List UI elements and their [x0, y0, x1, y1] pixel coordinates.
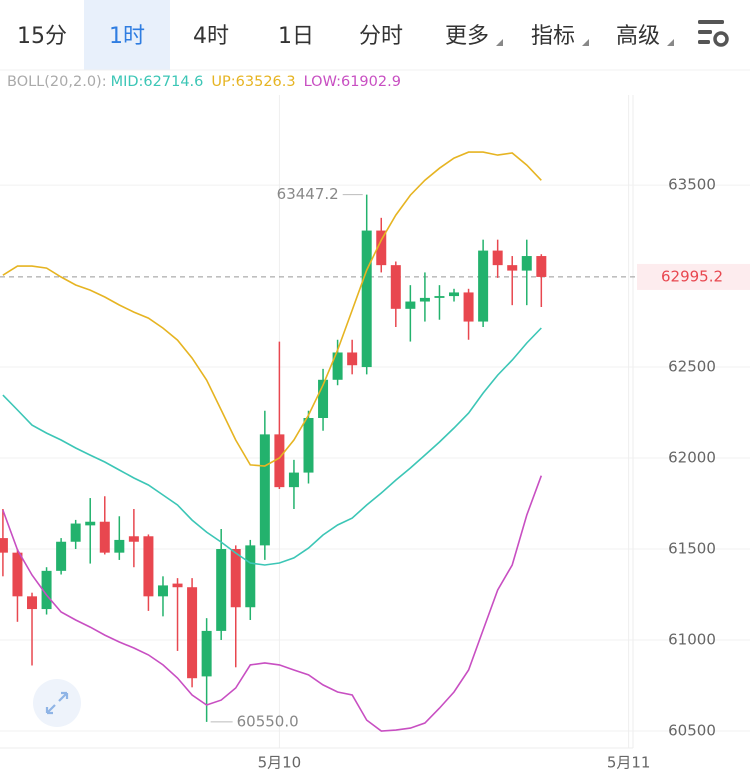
candle-body: [70, 523, 81, 542]
tab[interactable]: 更多: [445, 24, 503, 49]
icon-part: [713, 31, 729, 47]
expand-icon: [45, 691, 69, 715]
candle-body: [245, 545, 256, 608]
candle-body: [463, 292, 474, 322]
tab-bar: 15分 1时 4时 1日 分时 更多 指标 高级: [0, 0, 750, 71]
tab[interactable]: 1时: [84, 0, 170, 70]
tab[interactable]: 指标: [531, 24, 589, 49]
candle-body: [56, 541, 67, 571]
candle-body: [419, 297, 430, 302]
icon-part: [698, 20, 724, 24]
candle-body: [405, 301, 416, 309]
band-line: [2, 475, 543, 732]
x-tick-label: 5月10: [258, 754, 302, 772]
candle-body: [434, 296, 445, 298]
candle-body: [187, 587, 198, 679]
candle-body: [507, 265, 518, 271]
candle-body: [376, 230, 387, 266]
tab-label: 1日: [278, 24, 314, 49]
candle-body: [27, 596, 38, 610]
menu-triangle: [667, 39, 674, 46]
tab-label: 分时: [359, 24, 403, 49]
candle-body: [85, 521, 96, 526]
candle-body: [157, 585, 168, 597]
tab-label: 更多: [445, 24, 489, 49]
candle-body: [216, 549, 227, 631]
icon-part: [698, 30, 712, 34]
y-tick-label: 62000: [668, 449, 716, 467]
tab-highlight: [84, 0, 170, 70]
candle-body: [230, 549, 241, 608]
tab[interactable]: 分时: [359, 24, 403, 49]
candle-body: [449, 292, 460, 297]
plot-area: 60500 61000 61500 62000 62500 63500 5月10 5月11 62…: [0, 95, 750, 772]
candle-body: [361, 230, 372, 368]
y-tick-label: 63500: [668, 176, 716, 194]
low-marker-label: 60550.0: [237, 712, 299, 730]
last-price-label: 62995.2: [661, 267, 723, 285]
last-price-box: [637, 263, 750, 290]
candle-body: [492, 250, 503, 266]
candle-body: [99, 521, 110, 553]
legend: BOLL(20,2.0): MID:62714.6 UP:63526.3 LOW:61…: [7, 74, 401, 90]
x-tick-label: 5月11: [607, 754, 651, 772]
candle-body: [41, 570, 52, 610]
expand-button[interactable]: [33, 679, 81, 727]
candle-body: [303, 417, 314, 473]
tab-label: 1时: [109, 24, 145, 49]
menu-triangle: [496, 39, 503, 46]
indicator-label: BOLL(20,2.0):: [7, 74, 107, 90]
high-marker-label: 63447.2: [277, 185, 339, 203]
y-tick-label: 62500: [668, 358, 716, 376]
tab[interactable]: 15分: [17, 24, 67, 49]
settings-icon[interactable]: [698, 20, 729, 47]
candle-body: [201, 630, 212, 677]
band-line: [2, 327, 542, 566]
candle-body: [114, 539, 125, 553]
y-tick-label: 61500: [668, 540, 716, 558]
tab[interactable]: 高级: [616, 24, 674, 49]
candle-body: [521, 256, 532, 271]
candle-body: [12, 552, 23, 597]
candle-body: [318, 379, 329, 418]
tab-label: 高级: [616, 24, 660, 49]
candle-body: [288, 472, 299, 488]
candle-body: [390, 265, 401, 309]
tab[interactable]: 4时: [193, 24, 229, 49]
band-line: [2, 151, 542, 467]
candle-body: [259, 434, 270, 546]
candle-body: [332, 352, 343, 380]
candle-body: [478, 250, 489, 322]
icon-part: [698, 40, 710, 44]
y-tick-label: 61000: [668, 631, 716, 649]
legend-entry: LOW:61902.9: [304, 74, 401, 90]
candle-body: [143, 536, 154, 597]
button-bg: [33, 679, 81, 727]
tab-label: 4时: [193, 24, 229, 49]
legend-entry: UP:63526.3: [211, 74, 295, 90]
candle-body: [0, 538, 8, 553]
tab[interactable]: 1日: [278, 24, 314, 49]
candle-body: [128, 536, 139, 542]
candle-body: [172, 583, 183, 588]
tab-label: 指标: [531, 24, 575, 49]
y-tick-label: 60500: [668, 721, 716, 739]
tab-label: 15分: [17, 24, 67, 49]
candle-body: [347, 352, 358, 366]
candle-body: [536, 256, 547, 277]
candle-body: [274, 434, 285, 488]
legend-entry: MID:62714.6: [111, 74, 204, 90]
menu-triangle: [582, 39, 589, 46]
